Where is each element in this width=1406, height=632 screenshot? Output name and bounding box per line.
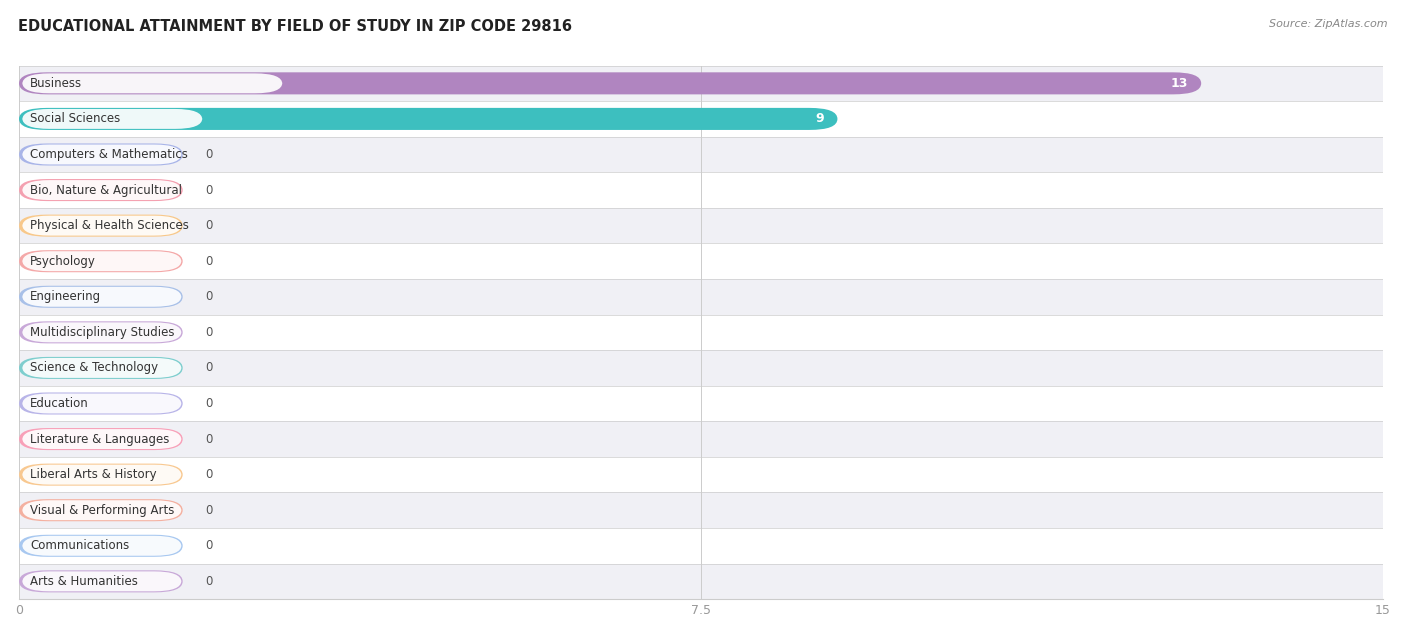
Text: 0: 0	[205, 539, 212, 552]
FancyBboxPatch shape	[22, 322, 181, 343]
FancyBboxPatch shape	[22, 216, 181, 236]
Text: Engineering: Engineering	[30, 290, 101, 303]
Text: 0: 0	[205, 432, 212, 446]
Text: 0: 0	[205, 397, 212, 410]
FancyBboxPatch shape	[22, 180, 181, 200]
Bar	[20, 386, 1384, 422]
Bar	[20, 492, 1384, 528]
Text: Liberal Arts & History: Liberal Arts & History	[30, 468, 156, 481]
Text: 0: 0	[205, 468, 212, 481]
Text: Business: Business	[30, 77, 82, 90]
Text: Social Sciences: Social Sciences	[30, 112, 120, 125]
Text: 0: 0	[205, 148, 212, 161]
FancyBboxPatch shape	[20, 357, 183, 379]
Text: 9: 9	[815, 112, 824, 125]
Bar	[20, 173, 1384, 208]
FancyBboxPatch shape	[22, 252, 181, 271]
FancyBboxPatch shape	[22, 429, 181, 449]
Text: 0: 0	[205, 219, 212, 232]
FancyBboxPatch shape	[20, 143, 183, 166]
FancyBboxPatch shape	[20, 535, 183, 557]
Text: Bio, Nature & Agricultural: Bio, Nature & Agricultural	[30, 183, 181, 197]
Text: 0: 0	[205, 255, 212, 268]
FancyBboxPatch shape	[22, 465, 181, 485]
Text: Science & Technology: Science & Technology	[30, 362, 157, 374]
Text: 0: 0	[205, 575, 212, 588]
FancyBboxPatch shape	[22, 287, 181, 307]
FancyBboxPatch shape	[20, 72, 1201, 94]
Bar	[20, 279, 1384, 315]
FancyBboxPatch shape	[20, 215, 183, 236]
Text: Computers & Mathematics: Computers & Mathematics	[30, 148, 188, 161]
Bar	[20, 66, 1384, 101]
Text: 0: 0	[205, 326, 212, 339]
Text: 0: 0	[205, 290, 212, 303]
FancyBboxPatch shape	[20, 321, 183, 343]
FancyBboxPatch shape	[22, 73, 283, 94]
Text: Physical & Health Sciences: Physical & Health Sciences	[30, 219, 188, 232]
Text: EDUCATIONAL ATTAINMENT BY FIELD OF STUDY IN ZIP CODE 29816: EDUCATIONAL ATTAINMENT BY FIELD OF STUDY…	[18, 19, 572, 34]
Bar	[20, 350, 1384, 386]
Text: Psychology: Psychology	[30, 255, 96, 268]
Bar	[20, 137, 1384, 173]
Text: Multidisciplinary Studies: Multidisciplinary Studies	[30, 326, 174, 339]
FancyBboxPatch shape	[22, 536, 181, 556]
Text: 0: 0	[205, 183, 212, 197]
FancyBboxPatch shape	[20, 250, 183, 272]
FancyBboxPatch shape	[22, 358, 181, 378]
FancyBboxPatch shape	[22, 145, 181, 164]
Bar	[20, 243, 1384, 279]
FancyBboxPatch shape	[20, 108, 838, 130]
FancyBboxPatch shape	[22, 571, 181, 592]
Bar	[20, 422, 1384, 457]
FancyBboxPatch shape	[20, 464, 183, 485]
Text: Education: Education	[30, 397, 89, 410]
Text: Literature & Languages: Literature & Languages	[30, 432, 169, 446]
Bar	[20, 457, 1384, 492]
Text: Source: ZipAtlas.com: Source: ZipAtlas.com	[1270, 19, 1388, 29]
FancyBboxPatch shape	[22, 109, 202, 129]
Bar	[20, 315, 1384, 350]
FancyBboxPatch shape	[20, 499, 183, 521]
FancyBboxPatch shape	[20, 570, 183, 592]
FancyBboxPatch shape	[22, 501, 181, 520]
Text: 0: 0	[205, 362, 212, 374]
Bar	[20, 528, 1384, 564]
FancyBboxPatch shape	[20, 392, 183, 415]
Bar	[20, 101, 1384, 137]
FancyBboxPatch shape	[22, 394, 181, 413]
Bar	[20, 208, 1384, 243]
Bar	[20, 564, 1384, 599]
Text: Arts & Humanities: Arts & Humanities	[30, 575, 138, 588]
FancyBboxPatch shape	[20, 286, 183, 308]
Text: Communications: Communications	[30, 539, 129, 552]
FancyBboxPatch shape	[20, 428, 183, 450]
Text: 0: 0	[205, 504, 212, 517]
Text: 13: 13	[1170, 77, 1188, 90]
Text: Visual & Performing Arts: Visual & Performing Arts	[30, 504, 174, 517]
FancyBboxPatch shape	[20, 179, 183, 201]
